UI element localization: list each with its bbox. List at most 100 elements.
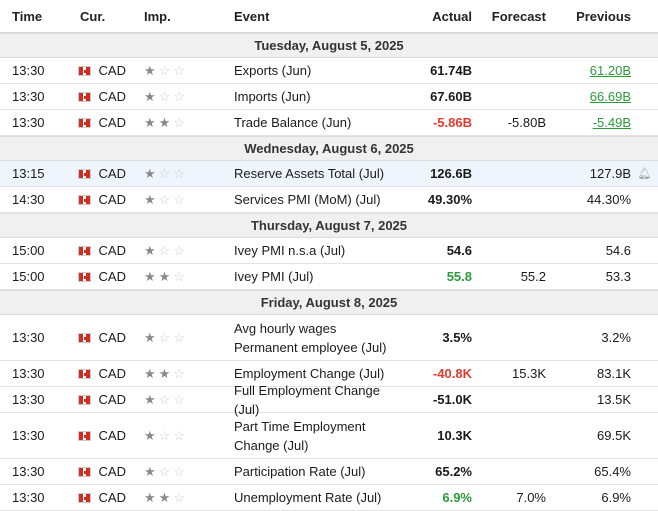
event-row[interactable]: 13:30 CAD ★ ☆ ☆ Avg hourly wages Permanent em… xyxy=(0,315,658,361)
importance-rating: ★ ★ ☆ xyxy=(126,269,214,285)
event-previous[interactable]: 66.69B xyxy=(546,89,631,104)
star-icon: ☆ xyxy=(173,242,185,258)
event-row[interactable]: 13:30 CAD ★ ★ ☆ Trade Balance (Jun) -5.86B -5.8… xyxy=(0,110,658,136)
header-actual[interactable]: Actual xyxy=(432,8,472,24)
event-row[interactable]: 15:00 CAD ★ ☆ ☆ Ivey PMI n.s.a (Jul) 54.6 54.6 xyxy=(0,238,658,264)
star-icon: ☆ xyxy=(173,489,185,505)
event-name[interactable]: Imports (Jun) xyxy=(234,89,311,104)
event-name[interactable]: Part Time Employment Change (Jul) xyxy=(234,418,366,453)
event-row[interactable]: 14:30 CAD ★ ☆ ☆ Services PMI (MoM) (Jul) 49.30… xyxy=(0,187,658,213)
event-currency: CAD xyxy=(60,166,126,181)
previous-value: 69.5K xyxy=(597,428,631,443)
event-name[interactable]: Ivey PMI n.s.a (Jul) xyxy=(234,243,346,258)
star-icon: ☆ xyxy=(173,62,185,78)
canada-flag-icon xyxy=(78,394,91,405)
event-currency: CAD xyxy=(60,392,126,407)
event-name[interactable]: Services PMI (MoM) (Jul) xyxy=(234,192,381,207)
star-icon: ★ xyxy=(144,268,156,284)
header-importance[interactable]: Imp. xyxy=(144,8,171,24)
star-icon: ☆ xyxy=(173,463,185,479)
star-icon: ★ xyxy=(144,427,156,443)
event-actual: 3.5% xyxy=(442,330,472,345)
event-name[interactable]: Full Employment Change (Jul) xyxy=(234,382,380,417)
currency-code: CAD xyxy=(98,115,126,130)
previous-value: 6.9% xyxy=(601,490,631,505)
canada-flag-icon xyxy=(78,430,91,441)
event-time: 13:30 xyxy=(12,63,45,78)
date-header: Tuesday, August 5, 2025 xyxy=(0,33,658,58)
canada-flag-icon xyxy=(78,117,91,128)
event-row[interactable]: 13:15 CAD ★ ☆ ☆ Reserve Assets Total (Jul) 126… xyxy=(0,161,658,187)
canada-flag-icon xyxy=(78,332,91,343)
event-previous: 6.9% xyxy=(546,490,631,505)
header-time[interactable]: Time xyxy=(12,8,43,24)
canada-flag-icon xyxy=(78,271,91,282)
currency-code: CAD xyxy=(98,464,126,479)
event-name[interactable]: Participation Rate (Jul) xyxy=(234,464,366,479)
event-time: 13:30 xyxy=(12,464,45,479)
event-currency: CAD xyxy=(60,89,126,104)
importance-rating: ★ ☆ ☆ xyxy=(126,192,214,208)
event-name[interactable]: Unemployment Rate (Jul) xyxy=(234,490,382,505)
event-actual: -5.86B xyxy=(432,115,472,130)
header-event[interactable]: Event xyxy=(234,8,270,24)
star-icon: ☆ xyxy=(173,114,185,130)
currency-code: CAD xyxy=(98,366,126,381)
event-row[interactable]: 13:30 CAD ★ ☆ ☆ Participation Rate (Jul) 65.2%… xyxy=(0,459,658,485)
importance-rating: ★ ☆ ☆ xyxy=(126,166,214,182)
star-icon: ☆ xyxy=(158,463,171,479)
currency-code: CAD xyxy=(98,490,126,505)
star-icon: ★ xyxy=(144,165,156,181)
currency-code: CAD xyxy=(98,89,126,104)
event-row[interactable]: 13:30 CAD ★ ★ ☆ Unemployment Rate (Jul) 6.9% 7.… xyxy=(0,485,658,511)
star-icon: ★ xyxy=(144,391,156,407)
star-icon: ★ xyxy=(158,489,171,505)
event-row[interactable]: 15:00 CAD ★ ★ ☆ Ivey PMI (Jul) 55.8 55.2 53.3 xyxy=(0,264,658,290)
previous-value: 65.4% xyxy=(594,464,631,479)
table-body: Tuesday, August 5, 2025 13:30 CAD ★ ☆ ☆ Export… xyxy=(0,33,658,511)
currency-code: CAD xyxy=(98,192,126,207)
header-previous[interactable]: Previous xyxy=(576,8,631,24)
header-forecast[interactable]: Forecast xyxy=(491,8,546,24)
star-icon: ☆ xyxy=(173,427,185,443)
bell-plus-icon[interactable]: 🔔︎ xyxy=(637,168,652,180)
event-previous: 127.9B xyxy=(546,166,631,181)
event-currency: CAD xyxy=(60,366,126,381)
header-currency[interactable]: Cur. xyxy=(80,8,106,24)
previous-value: -5.49B xyxy=(592,115,631,130)
star-icon: ☆ xyxy=(173,268,185,284)
event-row[interactable]: 13:30 CAD ★ ☆ ☆ Exports (Jun) 61.74B 61.20B xyxy=(0,58,658,84)
event-name[interactable]: Avg hourly wages Permanent employee (Jul… xyxy=(234,320,387,355)
event-forecast: 7.0% xyxy=(516,490,546,505)
event-row[interactable]: 13:30 CAD ★ ☆ ☆ Full Employment Change (Jul) -… xyxy=(0,383,658,417)
event-row[interactable]: 13:30 CAD ★ ★ ☆ Employment Change (Jul) -40.8K… xyxy=(0,361,658,387)
star-icon: ★ xyxy=(144,242,156,258)
currency-code: CAD xyxy=(98,330,126,345)
event-name[interactable]: Ivey PMI (Jul) xyxy=(234,269,314,284)
event-name[interactable]: Reserve Assets Total (Jul) xyxy=(234,166,385,181)
event-currency: CAD xyxy=(60,464,126,479)
event-name[interactable]: Employment Change (Jul) xyxy=(234,366,385,381)
event-actual: 54.6 xyxy=(446,243,472,258)
currency-code: CAD xyxy=(98,243,126,258)
previous-value: 83.1K xyxy=(597,366,631,381)
star-icon: ☆ xyxy=(173,191,185,207)
star-icon: ☆ xyxy=(173,329,185,345)
event-name[interactable]: Exports (Jun) xyxy=(234,63,312,78)
event-previous[interactable]: 61.20B xyxy=(546,63,631,78)
star-icon: ☆ xyxy=(173,88,185,104)
event-currency: CAD xyxy=(60,490,126,505)
event-row[interactable]: 13:30 CAD ★ ☆ ☆ Part Time Employment Change (… xyxy=(0,413,658,459)
canada-flag-icon xyxy=(78,91,91,102)
event-forecast: 15.3K xyxy=(512,366,546,381)
event-previous[interactable]: -5.49B xyxy=(546,115,631,130)
currency-code: CAD xyxy=(98,428,126,443)
event-row[interactable]: 13:30 CAD ★ ☆ ☆ Imports (Jun) 67.60B 66.69B xyxy=(0,84,658,110)
star-icon: ☆ xyxy=(173,365,185,381)
canada-flag-icon xyxy=(78,65,91,76)
star-icon: ★ xyxy=(144,114,156,130)
previous-value: 66.69B xyxy=(589,89,631,104)
star-icon: ★ xyxy=(158,365,171,381)
event-name[interactable]: Trade Balance (Jun) xyxy=(234,115,352,130)
event-previous: 54.6 xyxy=(546,243,631,258)
